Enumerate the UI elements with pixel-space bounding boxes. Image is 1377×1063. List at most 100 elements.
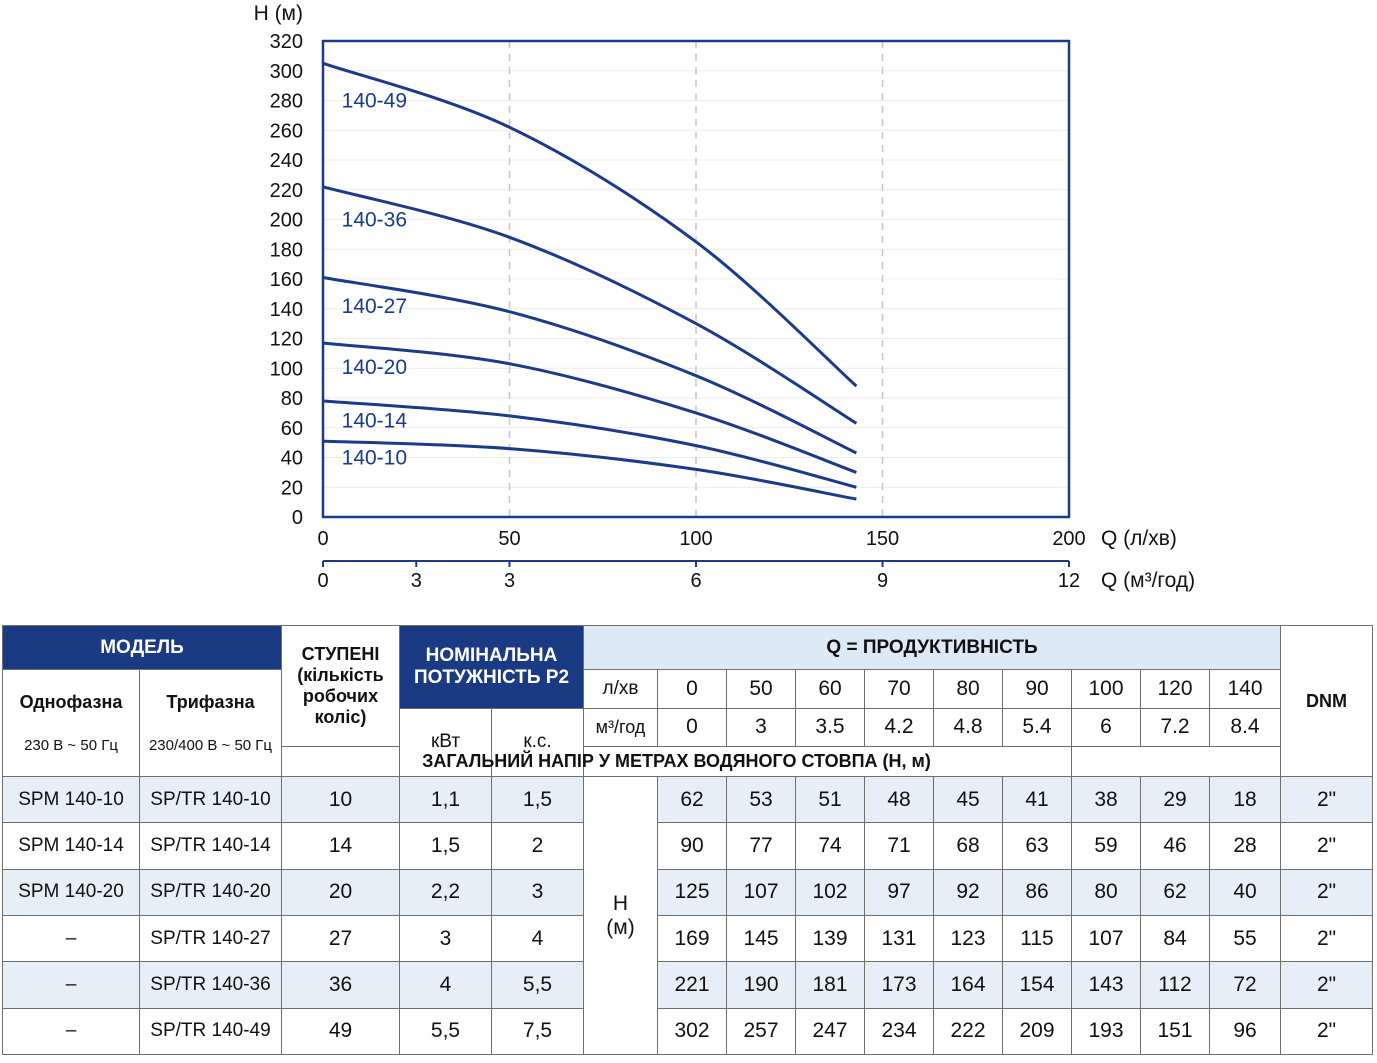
m3h-value: 7.2 bbox=[1140, 707, 1210, 747]
x-tick-label: 50 bbox=[498, 528, 520, 550]
head-cell: 173 bbox=[864, 961, 934, 1009]
head-cell: 107 bbox=[1071, 914, 1141, 963]
single-phase-model: – bbox=[2, 914, 140, 963]
single-phase-model: – bbox=[2, 961, 140, 1009]
head-cell: 92 bbox=[933, 868, 1003, 916]
stages-header: СТУПЕНІ (кількість робочих коліс) bbox=[281, 625, 400, 747]
y-tick-label: 100 bbox=[270, 358, 303, 380]
x2-axis-title: Q (м³/год) bbox=[1101, 569, 1195, 592]
head-cell: 48 bbox=[864, 776, 934, 824]
m3h-value: 8.4 bbox=[1208, 707, 1282, 747]
head-cell: 222 bbox=[933, 1007, 1003, 1056]
y-tick-label: 220 bbox=[270, 180, 303, 202]
head-cell: 169 bbox=[657, 914, 727, 963]
three-phase-model: SP/TR 140-10 bbox=[139, 776, 282, 824]
stages-cell: 14 bbox=[281, 822, 400, 870]
head-unit-cell: H (м) bbox=[583, 776, 658, 1055]
dnm-cell: 2" bbox=[1280, 868, 1374, 916]
lpm-label: л/хв bbox=[583, 669, 658, 709]
head-cell: 90 bbox=[657, 822, 727, 870]
y-tick-label: 320 bbox=[270, 31, 303, 53]
single-phase-model: SPM 140-20 bbox=[2, 868, 140, 916]
head-cell: 77 bbox=[726, 822, 796, 870]
model-header: МОДЕЛЬ bbox=[2, 624, 282, 671]
head-cell: 71 bbox=[864, 822, 934, 870]
head-cell: 112 bbox=[1140, 961, 1210, 1009]
series-label-140-27: 140-27 bbox=[342, 295, 407, 318]
head-cell: 59 bbox=[1071, 822, 1141, 870]
lpm-value: 120 bbox=[1140, 669, 1210, 709]
lpm-value: 50 bbox=[726, 669, 796, 709]
pump-spec-table: МОДЕЛЬ СТУПЕНІ (кількість робочих коліс)… bbox=[2, 624, 1374, 1056]
three-phase-model: SP/TR 140-20 bbox=[139, 868, 282, 916]
head-cell: 80 bbox=[1071, 868, 1141, 916]
hp-cell: 1,5 bbox=[491, 776, 584, 824]
head-cell: 28 bbox=[1208, 822, 1282, 870]
table-row: SPM 140-10 SP/TR 140-10 10 1,1 1,5 H (м)… bbox=[2, 776, 1374, 1055]
series-line-140-10 bbox=[322, 439, 857, 501]
m3h-value: 4.8 bbox=[933, 707, 1003, 747]
single-phase-model: SPM 140-14 bbox=[2, 822, 140, 870]
x2-tick-label: 9 bbox=[877, 570, 888, 592]
head-note: ЗАГАЛЬНИЙ НАПІР У МЕТРАХ ВОДЯНОГО СТОВПА… bbox=[281, 745, 1072, 778]
stages-cell: 49 bbox=[281, 1007, 400, 1056]
x-tick-label: 150 bbox=[866, 528, 899, 550]
head-cell: 84 bbox=[1140, 914, 1210, 963]
x-tick-label: 200 bbox=[1052, 528, 1085, 550]
series-label-140-10: 140-10 bbox=[342, 447, 407, 470]
y-tick-label: 260 bbox=[270, 120, 303, 142]
kw-cell: 1,1 bbox=[399, 776, 492, 824]
head-cell: 221 bbox=[657, 961, 727, 1009]
three-phase-model: SP/TR 140-36 bbox=[139, 961, 282, 1009]
head-cell: 181 bbox=[795, 961, 865, 1009]
head-cell: 154 bbox=[1002, 961, 1072, 1009]
head-cell: 53 bbox=[726, 776, 796, 824]
head-cell: 209 bbox=[1002, 1007, 1072, 1056]
lpm-value: 0 bbox=[657, 669, 727, 709]
m3h-value: 6 bbox=[1071, 707, 1141, 747]
head-cell: 72 bbox=[1208, 961, 1282, 1009]
series-label-140-20: 140-20 bbox=[342, 356, 407, 379]
x-tick-label: 100 bbox=[679, 528, 712, 550]
head-cell: 97 bbox=[864, 868, 934, 916]
y-tick-label: 20 bbox=[281, 477, 303, 499]
head-unit: (м) bbox=[606, 915, 635, 939]
head-cell: 107 bbox=[726, 868, 796, 916]
single-phase-title: Однофазна bbox=[19, 691, 123, 712]
head-cell: 51 bbox=[795, 776, 865, 824]
head-cell: 96 bbox=[1208, 1007, 1282, 1056]
y-tick-label: 0 bbox=[292, 507, 303, 529]
series-label-140-14: 140-14 bbox=[342, 409, 408, 432]
series-label-140-36: 140-36 bbox=[342, 209, 407, 232]
series-line-140-49 bbox=[322, 61, 858, 388]
y-tick-label: 60 bbox=[281, 418, 303, 440]
dnm-cell: 2" bbox=[1280, 961, 1374, 1009]
y-tick-label: 300 bbox=[270, 61, 303, 83]
y-tick-label: 180 bbox=[270, 239, 303, 261]
head-cell: 18 bbox=[1208, 776, 1282, 824]
head-cell: 68 bbox=[933, 822, 1003, 870]
single-phase-header: Однофазна 230 В ~ 50 Гц bbox=[2, 669, 140, 778]
kw-cell: 3 bbox=[399, 914, 492, 963]
lpm-value: 140 bbox=[1208, 669, 1282, 709]
plot-frame bbox=[321, 39, 1071, 519]
x-tick-label: 0 bbox=[317, 528, 328, 550]
series-line-140-20 bbox=[322, 341, 857, 474]
stages-title: СТУПЕНІ bbox=[301, 643, 380, 664]
head-cell: 123 bbox=[933, 914, 1003, 963]
y-tick-label: 80 bbox=[281, 388, 303, 410]
y-tick-label: 140 bbox=[270, 299, 303, 321]
head-cell: 190 bbox=[726, 961, 796, 1009]
head-cell: 193 bbox=[1071, 1007, 1141, 1056]
stages-cell: 36 bbox=[281, 961, 400, 1009]
hp-cell: 2 bbox=[491, 822, 584, 870]
y-tick-label: 240 bbox=[270, 150, 303, 172]
hp-cell: 7,5 bbox=[491, 1007, 584, 1056]
three-phase-model: SP/TR 140-49 bbox=[139, 1007, 282, 1056]
head-cell: 40 bbox=[1208, 868, 1282, 916]
y-axis-title: H (м) bbox=[254, 2, 303, 25]
head-cell: 62 bbox=[657, 776, 727, 824]
head-symbol: H bbox=[612, 891, 629, 915]
x-axis-title: Q (л/хв) bbox=[1101, 527, 1177, 550]
m3h-value: 3 bbox=[726, 707, 796, 747]
